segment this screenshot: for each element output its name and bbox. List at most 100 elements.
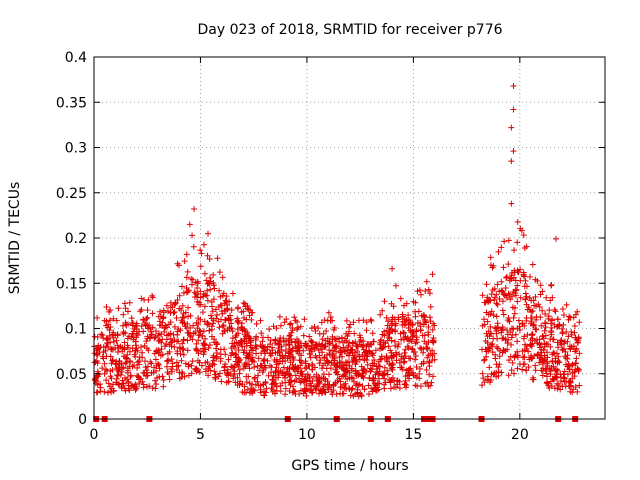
- data-point: [222, 307, 229, 314]
- data-point: [291, 314, 298, 321]
- data-point: [366, 375, 373, 382]
- data-point: [241, 347, 248, 354]
- data-point: [323, 357, 330, 364]
- data-point: [511, 310, 518, 317]
- data-point: [224, 306, 231, 313]
- data-point: [539, 307, 546, 314]
- grid-lines: [94, 57, 605, 419]
- data-point: [487, 262, 494, 269]
- data-point: [121, 339, 128, 346]
- data-point: [281, 319, 288, 326]
- data-point: [493, 300, 500, 307]
- data-point: [127, 373, 134, 380]
- data-point: [238, 340, 245, 347]
- data-point: [161, 328, 168, 335]
- data-point: [327, 350, 334, 357]
- data-point: [114, 332, 121, 339]
- data-point: [417, 365, 424, 372]
- data-point: [138, 344, 145, 351]
- data-point: [410, 298, 417, 305]
- data-point: [219, 323, 226, 330]
- data-point: [564, 355, 571, 362]
- data-point: [350, 340, 357, 347]
- data-point: [410, 332, 417, 339]
- data-point: [316, 340, 323, 347]
- data-point: [574, 365, 581, 372]
- data-point: [120, 364, 127, 371]
- data-point: [338, 364, 345, 371]
- data-point: [159, 351, 166, 358]
- data-point: [563, 301, 570, 308]
- data-point: [508, 367, 515, 374]
- data-point: [297, 370, 304, 377]
- data-point: [179, 302, 186, 309]
- data-point: [512, 289, 519, 296]
- data-point: [423, 367, 430, 374]
- data-point: [197, 247, 204, 254]
- data-point: [206, 255, 213, 262]
- data-point: [566, 343, 573, 350]
- y-tick-label: 0.25: [56, 186, 87, 202]
- data-point: [494, 335, 501, 342]
- data-point: [372, 387, 379, 394]
- data-point: [222, 316, 229, 323]
- data-point: [409, 321, 416, 328]
- data-point: [172, 299, 179, 306]
- data-point: [243, 373, 250, 380]
- data-point: [169, 363, 176, 370]
- data-point: [429, 271, 436, 278]
- data-point: [504, 340, 511, 347]
- data-point: [377, 311, 384, 318]
- data-point: [425, 323, 432, 330]
- axis-ticks: 0 5 10 15 20 0 0.05 0.1 0.15 0.2 0.25 0.3 0.35 0.4: [56, 50, 605, 443]
- data-point: [126, 348, 133, 355]
- data-point: [505, 290, 512, 297]
- data-point: [132, 347, 139, 354]
- data-point: [514, 282, 521, 289]
- data-point: [280, 338, 287, 345]
- data-point: [504, 327, 511, 334]
- data-point: [354, 342, 361, 349]
- data-point: [330, 382, 337, 389]
- data-point: [343, 317, 350, 324]
- data-point: [171, 337, 178, 344]
- y-tick-label: 0.1: [65, 322, 87, 338]
- data-point: [569, 362, 576, 369]
- data-point: [235, 355, 242, 362]
- data-point: [323, 351, 330, 358]
- data-point: [208, 323, 215, 330]
- data-point: [496, 353, 503, 360]
- data-point: [248, 347, 255, 354]
- data-point: [150, 364, 157, 371]
- data-point: [514, 298, 521, 305]
- data-point: [487, 323, 494, 330]
- x-tick-label: 10: [298, 427, 316, 443]
- data-point: [189, 276, 196, 283]
- data-point: [132, 342, 139, 349]
- data-point: [505, 261, 512, 268]
- data-point: [415, 308, 422, 315]
- data-point: [233, 354, 240, 361]
- data-point: [206, 327, 213, 334]
- data-point: [320, 362, 327, 369]
- data-point: [553, 235, 560, 242]
- data-point: [565, 361, 572, 368]
- data-point: [196, 369, 203, 376]
- data-point: [143, 372, 150, 379]
- data-point: [503, 294, 510, 301]
- data-point: [98, 331, 105, 338]
- y-tick-label: 0: [78, 412, 87, 428]
- data-point: [280, 364, 287, 371]
- data-point: [277, 382, 284, 389]
- data-point: [213, 345, 220, 352]
- data-point: [512, 286, 519, 293]
- data-point: [325, 309, 332, 316]
- data-point: [216, 287, 223, 294]
- data-point: [546, 307, 553, 314]
- data-point: [137, 375, 144, 382]
- data-point: [388, 321, 395, 328]
- data-point: [555, 353, 562, 360]
- data-point: [535, 351, 542, 358]
- data-point: [334, 360, 341, 367]
- data-point: [394, 343, 401, 350]
